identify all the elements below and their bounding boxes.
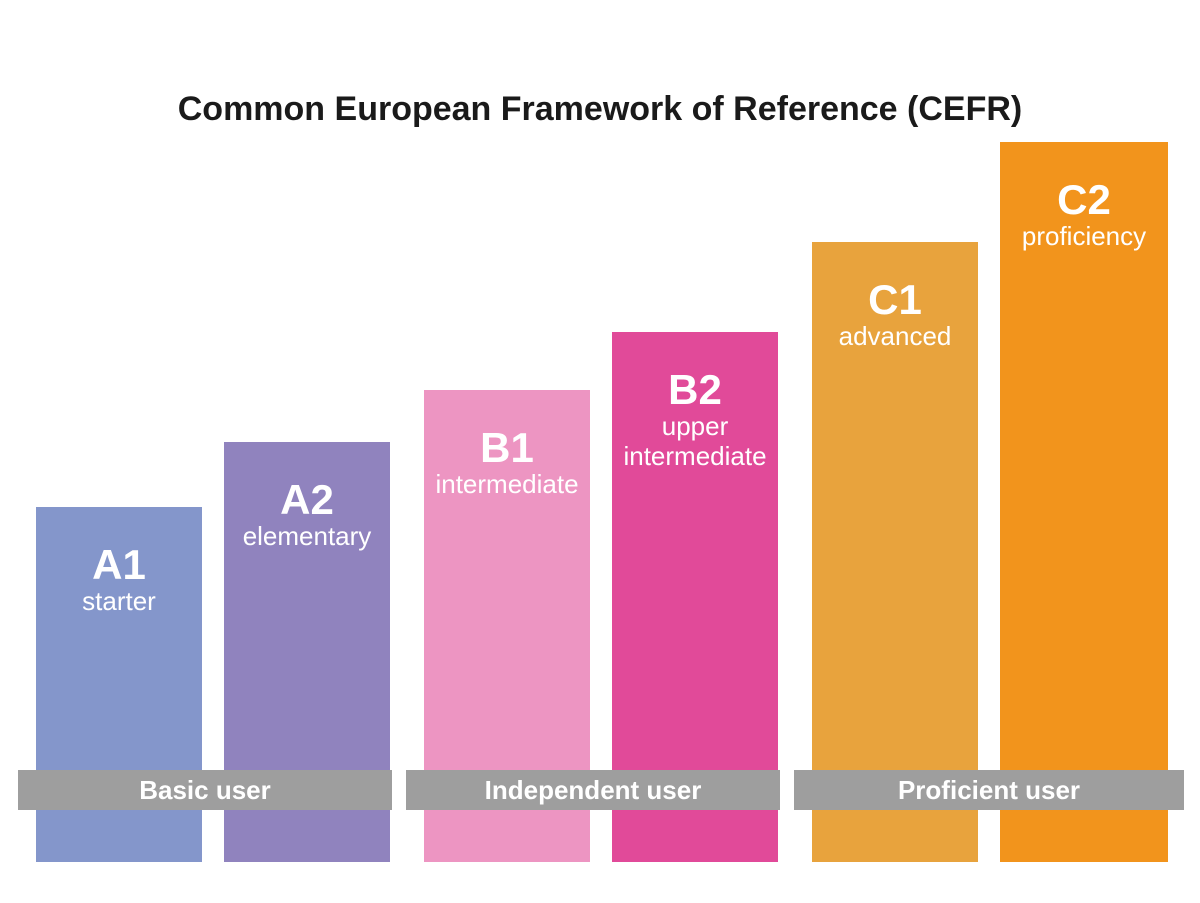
bar-c1: C1 advanced bbox=[812, 242, 978, 862]
bar-a2-sub: elementary bbox=[224, 522, 390, 552]
cefr-chart: Common European Framework of Reference (… bbox=[0, 0, 1200, 903]
bar-c2: C2 proficiency bbox=[1000, 142, 1168, 862]
bar-c1-sub: advanced bbox=[812, 322, 978, 352]
chart-title: Common European Framework of Reference (… bbox=[0, 90, 1200, 129]
bar-b1-level: B1 bbox=[424, 426, 590, 470]
group-proficient: Proficient user bbox=[794, 770, 1184, 810]
bar-a2-level: A2 bbox=[224, 478, 390, 522]
group-basic: Basic user bbox=[18, 770, 392, 810]
bar-b2-sub: upper intermediate bbox=[612, 412, 778, 472]
bar-b2-level: B2 bbox=[612, 368, 778, 412]
bar-c1-level: C1 bbox=[812, 278, 978, 322]
bar-a1-sub: starter bbox=[36, 587, 202, 617]
bar-b1-sub: intermediate bbox=[424, 470, 590, 500]
bar-c2-level: C2 bbox=[1000, 178, 1168, 222]
group-independent: Independent user bbox=[406, 770, 780, 810]
bar-c2-sub: proficiency bbox=[1000, 222, 1168, 252]
bar-a1-level: A1 bbox=[36, 543, 202, 587]
